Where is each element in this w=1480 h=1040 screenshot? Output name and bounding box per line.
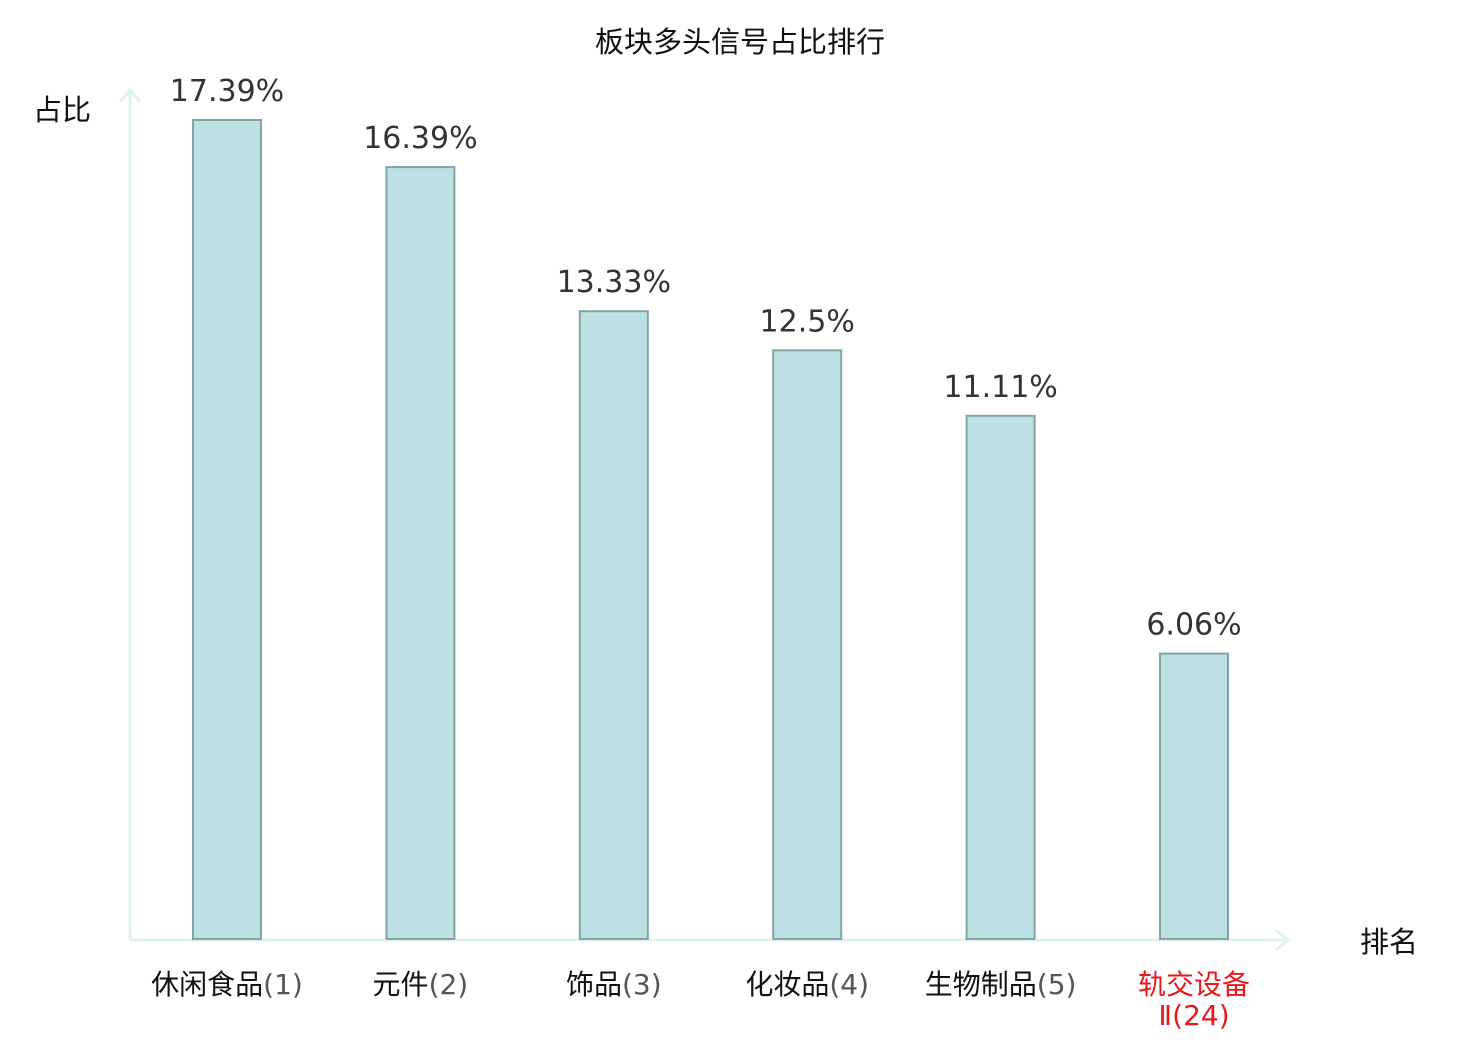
category-label-6-line2: Ⅱ(24) <box>1158 999 1229 1032</box>
category-label-1: 休闲食品(1) <box>151 968 303 1001</box>
bar-value-label-4: 12.5% <box>760 304 855 339</box>
category-label-4: 化妆品(4) <box>745 968 869 1001</box>
x-axis-label: 排名 <box>1360 925 1418 959</box>
y-axis-arrow-icon <box>118 87 142 103</box>
bar-3 <box>578 310 649 940</box>
bar-value-label-6: 6.06% <box>1146 608 1241 643</box>
bar-value-label-5: 11.11% <box>943 370 1057 405</box>
category-name-5: 生物制品 <box>925 968 1037 1001</box>
bar-value-label-1: 17.39% <box>170 74 284 109</box>
category-label-5: 生物制品(5) <box>925 968 1077 1001</box>
category-rank-4: (4) <box>829 968 869 1001</box>
category-name-2: 元件 <box>373 968 429 1001</box>
x-axis-arrow-icon <box>1275 928 1291 952</box>
bar-4 <box>772 349 843 940</box>
category-name-3: 饰品 <box>566 968 622 1001</box>
chart-title: 板块多头信号占比排行 <box>595 25 885 59</box>
bar-value-label-2: 16.39% <box>363 121 477 156</box>
bar-6 <box>1159 652 1229 940</box>
category-name-1: 休闲食品 <box>151 968 263 1001</box>
category-rank-2: (2) <box>429 968 469 1001</box>
value-labels-group: 17.39% 16.39% 13.33% 12.5% 11.11% 6.06% <box>170 74 1242 643</box>
bars-group <box>192 119 1229 941</box>
bar-5 <box>965 414 1036 940</box>
bar-1 <box>192 119 262 940</box>
category-rank-3: (3) <box>622 968 662 1001</box>
bar-2 <box>385 166 456 941</box>
category-rank-5: (5) <box>1037 968 1077 1001</box>
category-label-2: 元件(2) <box>373 968 469 1001</box>
category-label-3: 饰品(3) <box>566 968 662 1001</box>
category-rank-1: (1) <box>263 968 303 1001</box>
category-label-6: 轨交设备 <box>1138 968 1250 1001</box>
category-name-4: 化妆品 <box>745 968 829 1001</box>
y-axis-label: 占比 <box>33 93 91 127</box>
bar-value-label-3: 13.33% <box>557 265 671 300</box>
